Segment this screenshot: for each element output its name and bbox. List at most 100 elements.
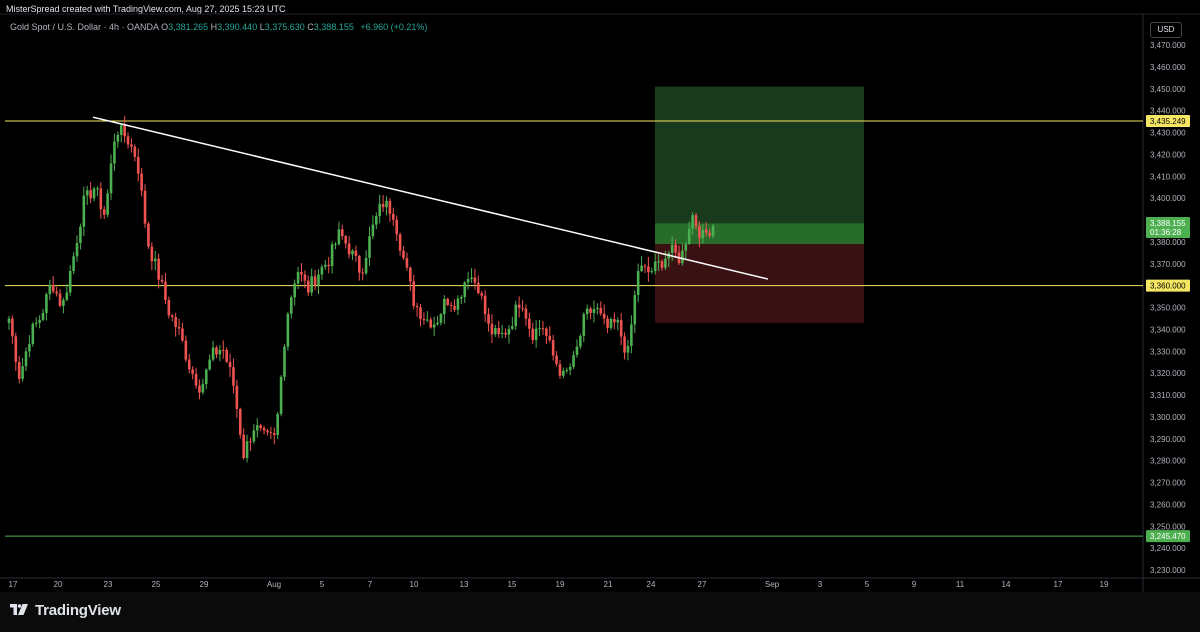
candle-body[interactable] [79, 226, 82, 243]
candle-body[interactable] [293, 283, 296, 298]
candle-body[interactable] [647, 266, 650, 273]
candle-body[interactable] [405, 258, 409, 268]
instrument-name[interactable]: Gold Spot / U.S. Dollar · 4h · OANDA [10, 22, 159, 32]
candle-body[interactable] [511, 326, 514, 329]
candle-body[interactable] [514, 304, 518, 327]
candle-body[interactable] [116, 134, 120, 142]
candle-body[interactable] [167, 299, 171, 316]
candle-body[interactable] [626, 345, 630, 353]
candle-body[interactable] [140, 173, 143, 191]
candle-body[interactable] [242, 434, 245, 459]
candle-body[interactable] [613, 319, 616, 323]
candle-body[interactable] [194, 373, 198, 386]
candle-body[interactable] [300, 271, 303, 275]
symbol-info-bar[interactable]: Gold Spot / U.S. Dollar · 4h · OANDA O3,… [10, 22, 427, 32]
candle-body[interactable] [640, 265, 643, 272]
candle-body[interactable] [483, 295, 487, 315]
candle-body[interactable] [174, 316, 177, 328]
candle-body[interactable] [354, 250, 358, 256]
candle-body[interactable] [218, 349, 222, 355]
candle-body[interactable] [245, 441, 249, 459]
candle-body[interactable] [507, 328, 511, 335]
candle-body[interactable] [164, 281, 167, 300]
candle-body[interactable] [419, 307, 422, 319]
candle-body[interactable] [55, 291, 58, 294]
candle-body[interactable] [711, 226, 715, 236]
candle-body[interactable] [528, 318, 531, 329]
candle-body[interactable] [58, 293, 62, 306]
candle-body[interactable] [657, 261, 660, 263]
candle-body[interactable] [262, 427, 266, 431]
candle-body[interactable] [470, 277, 473, 280]
candle-body[interactable] [215, 347, 218, 355]
candle-body[interactable] [119, 125, 123, 135]
candle-body[interactable] [592, 308, 596, 313]
candle-body[interactable] [136, 156, 140, 174]
candle-body[interactable] [538, 328, 541, 330]
candle-body[interactable] [480, 293, 484, 296]
candle-body[interactable] [51, 284, 55, 292]
candle-body[interactable] [211, 347, 215, 360]
candle-body[interactable] [449, 304, 453, 306]
candle-body[interactable] [14, 336, 18, 362]
candle-body[interactable] [606, 318, 609, 328]
candle-body[interactable] [296, 271, 300, 284]
candle-body[interactable] [534, 328, 538, 341]
candle-body[interactable] [170, 315, 174, 317]
candle-body[interactable] [681, 250, 684, 264]
candle-body[interactable] [11, 318, 14, 337]
candle-body[interactable] [558, 364, 562, 376]
candle-body[interactable] [616, 320, 620, 323]
candle-body[interactable] [310, 276, 313, 293]
candle-body[interactable] [439, 314, 443, 323]
candle-body[interactable] [289, 297, 293, 314]
candle-body[interactable] [252, 430, 256, 442]
candle-body[interactable] [17, 361, 21, 379]
candle-body[interactable] [497, 327, 501, 335]
candle-body[interactable] [62, 299, 65, 306]
candle-body[interactable] [562, 370, 565, 376]
candle-body[interactable] [375, 216, 378, 225]
candle-body[interactable] [123, 125, 126, 137]
candle-body[interactable] [385, 200, 388, 208]
candle-body[interactable] [272, 433, 276, 435]
trendline[interactable] [92, 116, 769, 280]
candle-body[interactable] [426, 319, 429, 321]
candle-body[interactable] [340, 229, 344, 237]
candle-body[interactable] [500, 332, 504, 335]
candle-body[interactable] [531, 328, 535, 341]
candle-body[interactable] [402, 250, 405, 259]
candle-body[interactable] [521, 307, 524, 309]
candle-body[interactable] [494, 327, 497, 335]
candle-body[interactable] [460, 297, 463, 299]
candle-body[interactable] [126, 136, 130, 145]
candle-body[interactable] [259, 425, 262, 428]
candle-body[interactable] [623, 336, 626, 353]
candle-body[interactable] [398, 234, 402, 251]
candle-body[interactable] [313, 276, 317, 286]
candle-body[interactable] [249, 441, 252, 443]
candle-body[interactable] [687, 228, 691, 244]
candle-body[interactable] [698, 226, 701, 239]
candle-body[interactable] [364, 257, 368, 274]
candle-body[interactable] [477, 282, 480, 294]
candle-body[interactable] [691, 215, 694, 229]
candle-body[interactable] [653, 261, 657, 272]
candle-body[interactable] [602, 313, 606, 319]
candle-body[interactable] [201, 384, 205, 393]
candle-body[interactable] [660, 261, 664, 268]
candle-body[interactable] [487, 314, 490, 324]
candle-body[interactable] [184, 340, 188, 360]
candle-body[interactable] [191, 369, 194, 374]
candle-body[interactable] [286, 313, 290, 347]
candle-body[interactable] [412, 281, 416, 307]
candle-body[interactable] [266, 430, 269, 433]
candle-body[interactable] [187, 359, 191, 370]
candle-body[interactable] [565, 369, 569, 371]
candle-body[interactable] [630, 324, 633, 346]
candle-body[interactable] [664, 258, 667, 268]
candle-body[interactable] [609, 319, 613, 328]
candle-body[interactable] [48, 284, 52, 295]
candle-body[interactable] [388, 200, 392, 214]
candle-body[interactable] [633, 294, 637, 325]
